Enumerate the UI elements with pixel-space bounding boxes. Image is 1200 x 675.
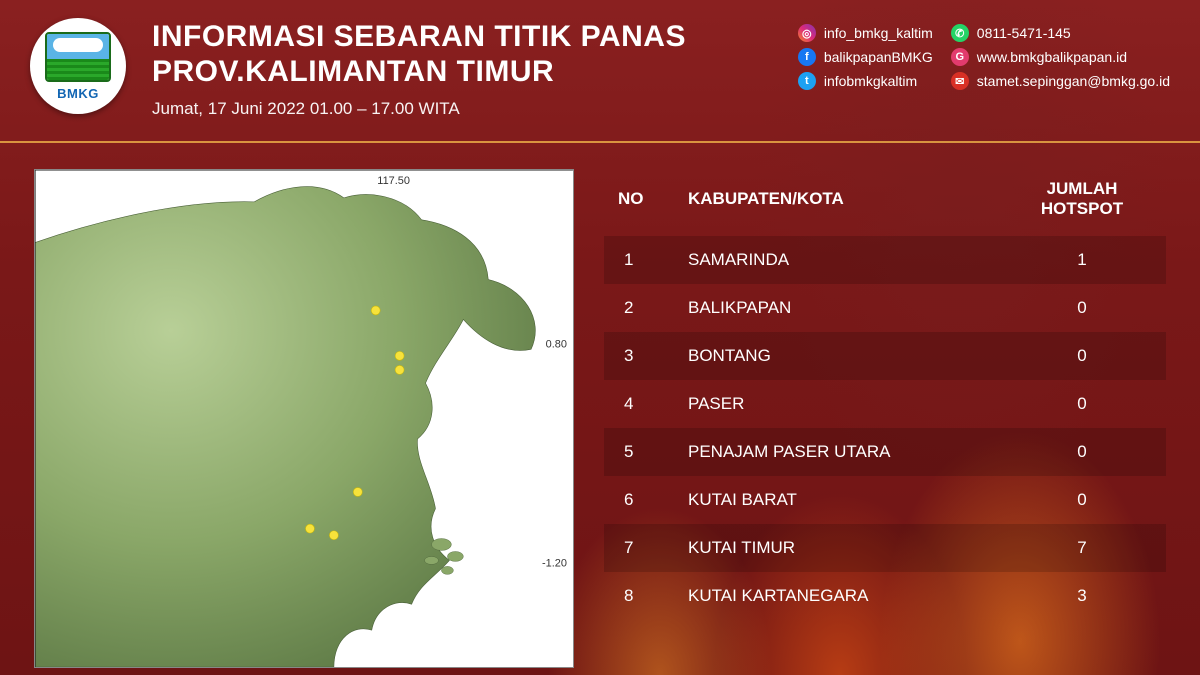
cell-count: 0 [1012,442,1152,462]
header: BMKG INFORMASI SEBARAN TITIK PANAS PROV.… [0,0,1200,143]
whatsapp-icon: ✆ [951,24,969,42]
cell-no: 8 [618,586,688,606]
cell-region: KUTAI TIMUR [688,538,1012,558]
cell-region: KUTAI BARAT [688,490,1012,510]
cell-no: 1 [618,250,688,270]
table-row: 7KUTAI TIMUR7 [604,524,1166,572]
hotspot-point [353,488,362,497]
twitter-icon: t [798,72,816,90]
contact-facebook-text: balikpapanBMKG [824,49,933,65]
table-header: NO KABUPATEN/KOTA JUMLAH HOTSPOT [604,169,1166,236]
bmkg-logo-text: BMKG [57,86,99,101]
cell-no: 3 [618,346,688,366]
col-count: JUMLAH HOTSPOT [1012,179,1152,220]
contact-email-text: stamet.sepinggan@bmkg.go.id [977,73,1170,89]
bmkg-logo-graphic [45,32,111,82]
cell-count: 0 [1012,490,1152,510]
cell-region: PENAJAM PASER UTARA [688,442,1012,462]
globe-icon: G [951,48,969,66]
instagram-icon: ◎ [798,24,816,42]
contact-twitter-text: infobmkgkaltim [824,73,917,89]
cell-count: 3 [1012,586,1152,606]
hotspot-point [329,531,338,540]
cell-no: 5 [618,442,688,462]
table-row: 6KUTAI BARAT0 [604,476,1166,524]
contact-twitter: t infobmkgkaltim [798,72,933,90]
table-row: 4PASER0 [604,380,1166,428]
facebook-icon: f [798,48,816,66]
table-row: 1SAMARINDA1 [604,236,1166,284]
hotspot-table: NO KABUPATEN/KOTA JUMLAH HOTSPOT 1SAMARI… [604,169,1166,668]
hotspot-point [305,524,314,533]
table-row: 2BALIKPAPAN0 [604,284,1166,332]
table-row: 5PENAJAM PASER UTARA0 [604,428,1166,476]
cell-no: 4 [618,394,688,414]
cell-region: BALIKPAPAN [688,298,1012,318]
contact-instagram: ◎ info_bmkg_kaltim [798,24,933,42]
col-region: KABUPATEN/KOTA [688,189,1012,209]
date-line: Jumat, 17 Juni 2022 01.00 – 17.00 WITA [152,99,798,119]
contact-instagram-text: info_bmkg_kaltim [824,25,933,41]
cell-count: 0 [1012,394,1152,414]
hotspot-map: 117.50 0.80 -1.20 [35,170,573,667]
cell-no: 2 [618,298,688,318]
hotspot-point [395,365,404,374]
cell-no: 7 [618,538,688,558]
title-line-1: INFORMASI SEBARAN TITIK PANAS [152,20,798,55]
cell-region: BONTANG [688,346,1012,366]
contact-website-text: www.bmkgbalikpapan.id [977,49,1127,65]
title-block: INFORMASI SEBARAN TITIK PANAS PROV.KALIM… [152,18,798,119]
table-row: 3BONTANG0 [604,332,1166,380]
contact-website: Gwww.bmkgbalikpapan.id [951,48,1170,66]
content-area: 117.50 0.80 -1.20 NO KABUPATEN/KOTA JUML… [0,143,1200,668]
axis-label-lat-upper: 0.80 [546,338,567,350]
contact-whatsapp-text: 0811-5471-145 [977,25,1071,41]
cell-no: 6 [618,490,688,510]
table-body: 1SAMARINDA12BALIKPAPAN03BONTANG04PASER05… [604,236,1166,620]
cell-count: 0 [1012,298,1152,318]
bmkg-logo: BMKG [30,18,126,114]
cell-region: PASER [688,394,1012,414]
mail-icon: ✉ [951,72,969,90]
contact-whatsapp: ✆ 0811-5471-145 [951,24,1170,42]
cell-region: KUTAI KARTANEGARA [688,586,1012,606]
axis-label-lat-lower: -1.20 [542,557,567,569]
axis-label-lon-top: 117.50 [377,175,410,187]
cell-region: SAMARINDA [688,250,1012,270]
table-row: 8KUTAI KARTANEGARA3 [604,572,1166,620]
contacts-block: ◎ info_bmkg_kaltim ✆ 0811-5471-145 fbalikp… [798,18,1170,90]
map-panel: 117.50 0.80 -1.20 [34,169,574,668]
cell-count: 7 [1012,538,1152,558]
hotspot-point [395,351,404,360]
cell-count: 1 [1012,250,1152,270]
title-line-2: PROV.KALIMANTAN TIMUR [152,55,798,90]
cell-count: 0 [1012,346,1152,366]
hotspot-point [371,306,380,315]
col-no: NO [618,189,688,209]
contact-facebook: f balikpapanBMKG [798,48,933,66]
contact-email: ✉ stamet.sepinggan@bmkg.go.id [951,72,1170,90]
